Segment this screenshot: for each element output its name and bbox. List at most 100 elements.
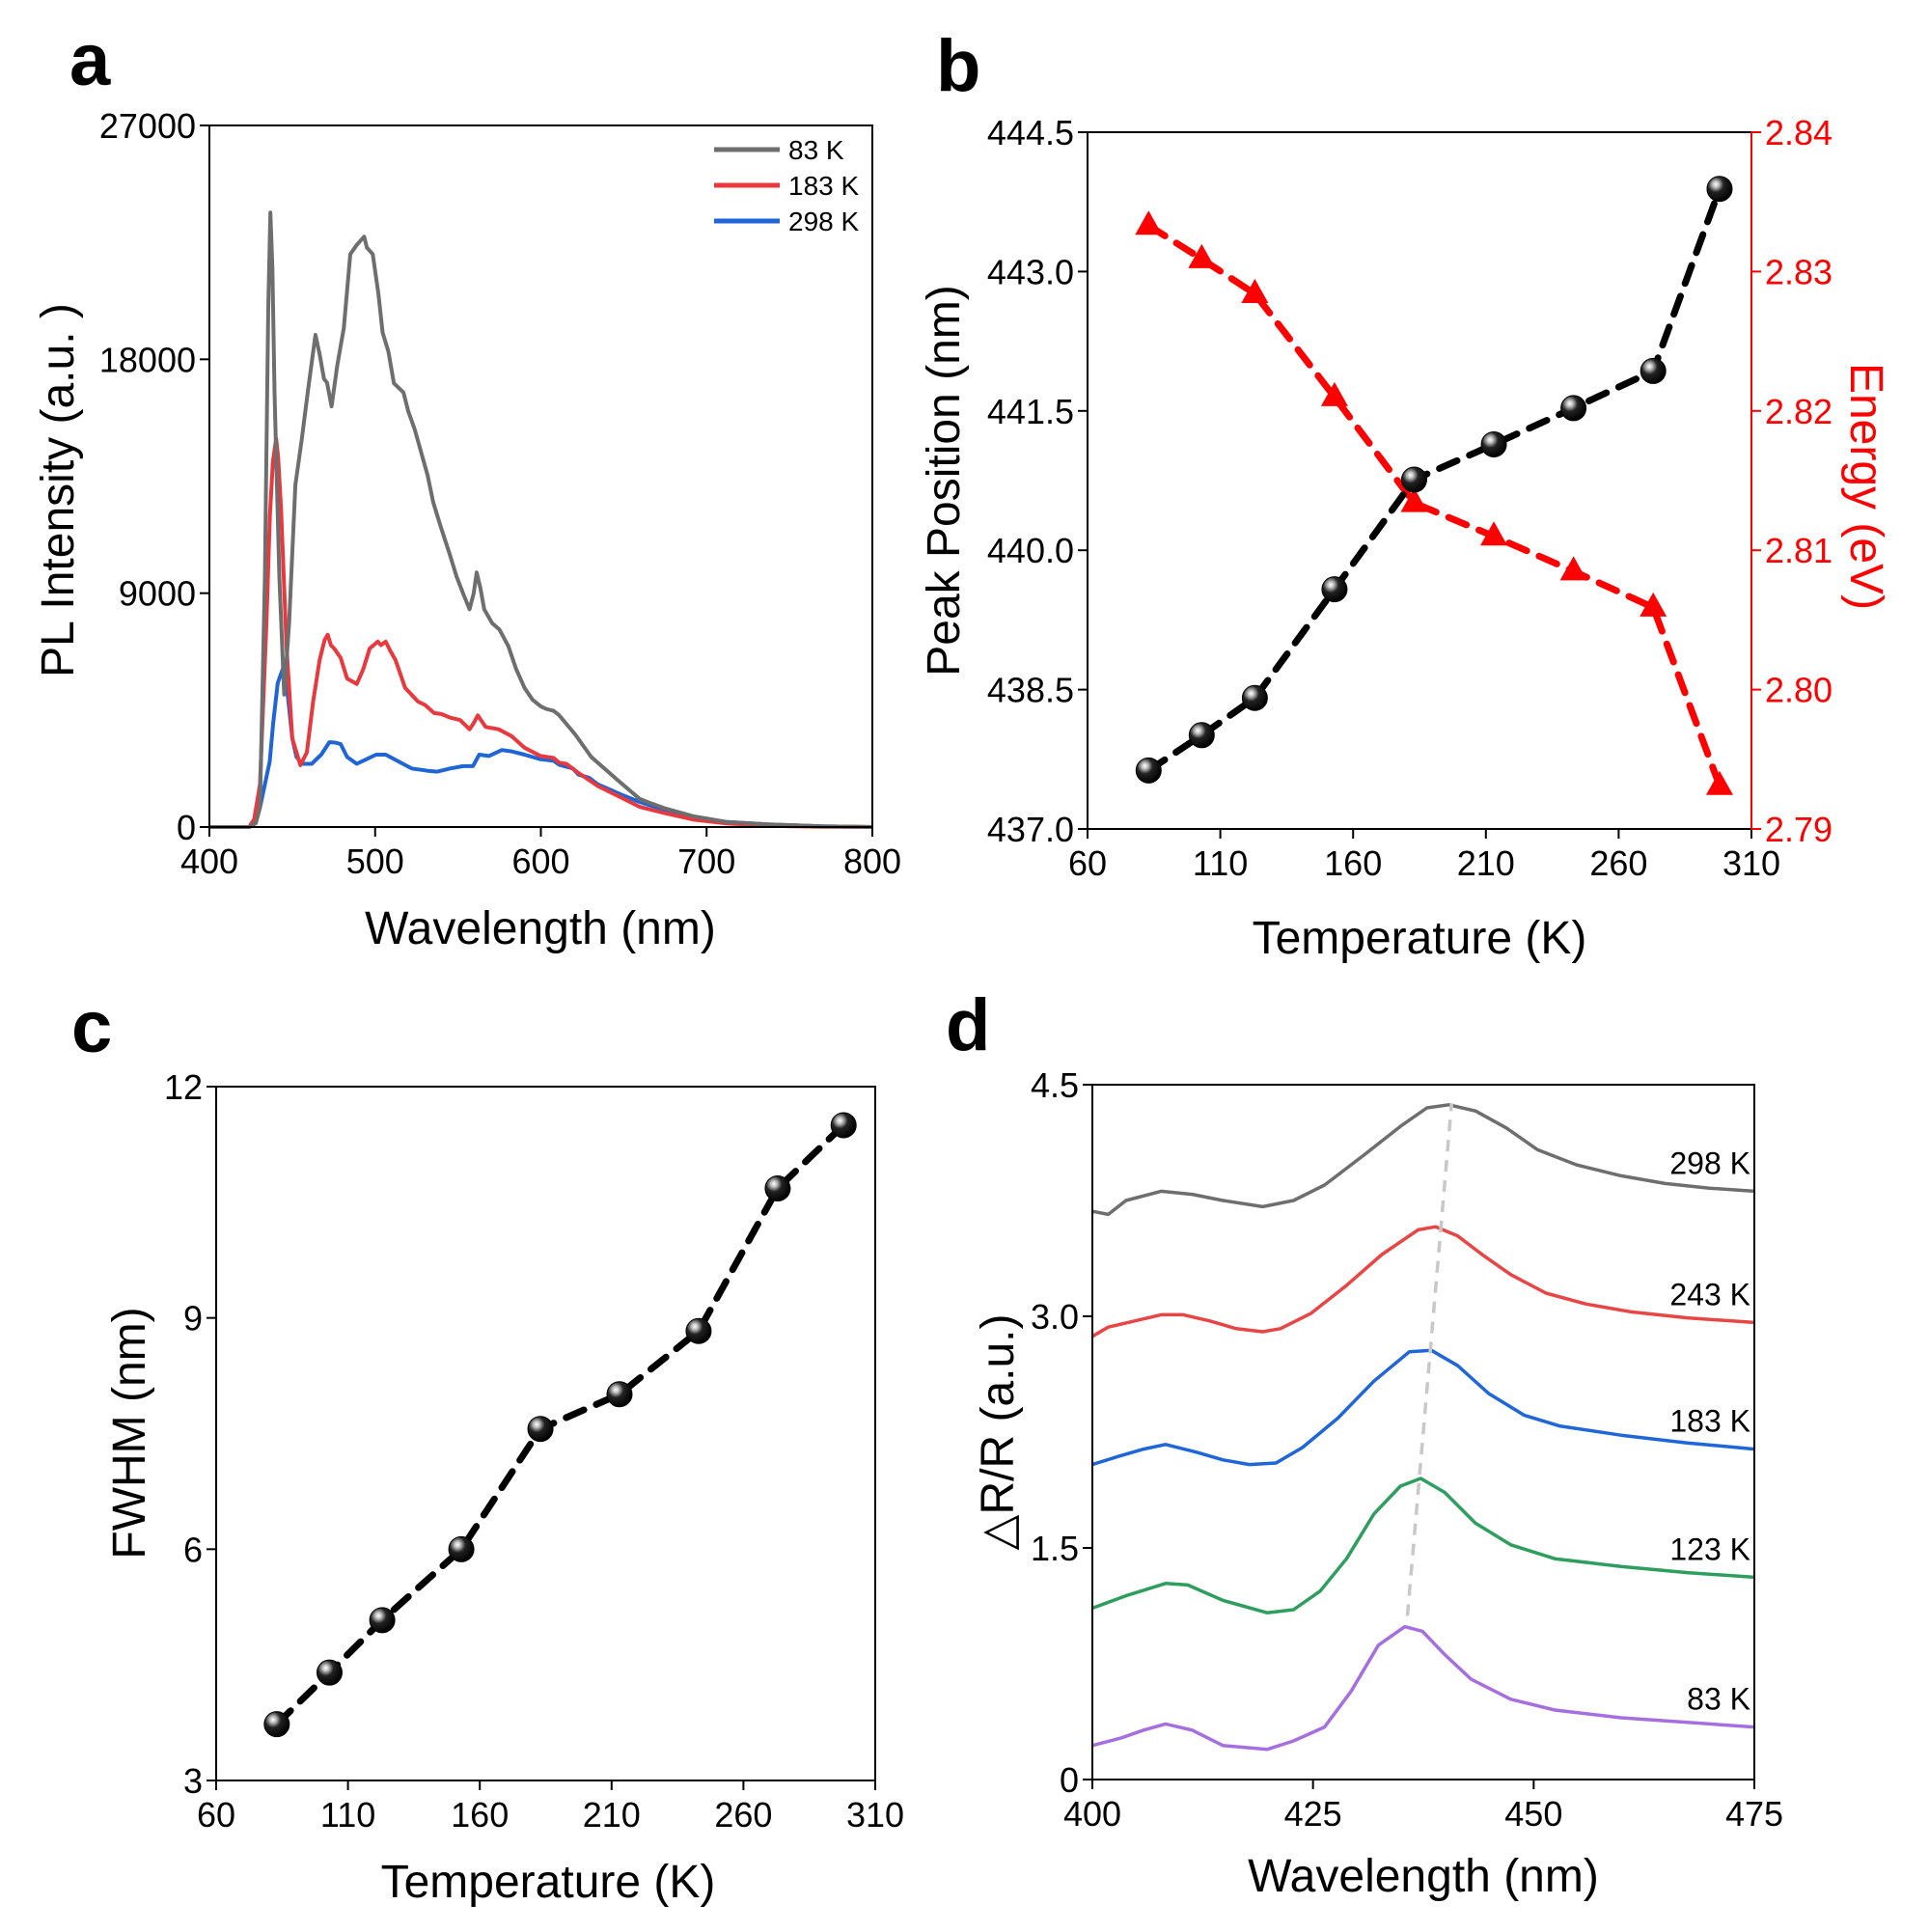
y-tick-label: 9: [183, 1299, 203, 1339]
peak-position-sphere-marker: [1706, 176, 1733, 203]
curve-label-83-k: 83 K: [1687, 1682, 1750, 1717]
y-tick-label: 441.5: [987, 392, 1074, 431]
x-tick-label: 700: [677, 842, 735, 881]
dr-curve-123-k: [1091, 1477, 1755, 1615]
x-tick-label: 160: [1324, 843, 1382, 883]
x-tick-label: 260: [1589, 843, 1647, 883]
x-tick-label: 500: [346, 842, 404, 881]
peak-position-sphere-marker: [1400, 466, 1427, 493]
legend-label-83k: 83 K: [788, 135, 844, 165]
curve-label-183-k: 183 K: [1669, 1404, 1750, 1439]
panel-c-x-axis-title: Temperature (K): [381, 1857, 716, 1908]
panel-c-frame: [215, 1086, 876, 1781]
energy-dashed-line: [1144, 222, 1723, 789]
peak-position-sphere-marker: [1560, 395, 1587, 422]
panel-b-x-axis-title: Temperature (K): [1253, 913, 1587, 964]
x-tick-label: 310: [1722, 843, 1780, 883]
peak-position-sphere-marker: [1480, 430, 1507, 457]
panel-c: c 60 110 160 210 260 310 3 6 9 12 Temperature (K)…: [71, 986, 904, 1908]
x-tick-label: 60: [197, 1795, 235, 1835]
fwhm-sphere-marker: [830, 1112, 857, 1139]
panel-a-ticks: 400 500 600 700 800 0 9000 18000 27000: [99, 106, 901, 881]
peak-position-sphere-marker: [1241, 684, 1268, 711]
curve-label-243-k: 243 K: [1669, 1277, 1750, 1311]
y-tick-label: 27000: [99, 106, 196, 146]
panel-c-ticks: 60 110 160 210 260 310 3 6 9 12: [164, 1067, 904, 1835]
y2-tick-label: 2.84: [1765, 113, 1833, 152]
y2-tick-label: 2.80: [1765, 671, 1833, 710]
x-tick-label: 160: [451, 1795, 509, 1835]
peak-position-sphere-marker: [1321, 576, 1348, 603]
y-tick-label: 440.0: [987, 531, 1074, 570]
x-tick-label: 210: [583, 1795, 641, 1835]
fwhm-dashed-line: [273, 1121, 847, 1728]
y-tick-label: 6: [183, 1530, 203, 1569]
energy-triangle-marker: [1188, 243, 1216, 268]
curve-label-123-k: 123 K: [1669, 1532, 1750, 1566]
dr-curve-243-k: [1091, 1225, 1755, 1339]
energy-triangle-marker: [1705, 770, 1733, 795]
panel-d: d 400 425 450 475 0 1.5 3.0 4.5 298 K 243 K 183 K…: [946, 984, 1783, 1902]
energy-triangle-marker: [1241, 279, 1269, 304]
fwhm-sphere-marker: [606, 1381, 633, 1408]
y-tick-label: 3.0: [1031, 1297, 1079, 1337]
peak-position-sphere-marker: [1640, 357, 1667, 384]
y-tick-label: 1.5: [1031, 1529, 1079, 1568]
panel-c-y-axis-title: FWHM (nm): [104, 1307, 155, 1559]
y-tick-label: 0: [1060, 1760, 1079, 1800]
x-tick-label: 110: [1193, 843, 1248, 883]
dr-curve-83-k: [1091, 1624, 1755, 1752]
panel-d-x-axis-title: Wavelength (nm): [1248, 1851, 1599, 1902]
panel-b-plot: [1135, 176, 1733, 795]
panel-d-curves: [1091, 1103, 1755, 1752]
panel-d-ticks: 400 425 450 475 0 1.5 3.0 4.5: [1031, 1065, 1783, 1834]
x-tick-label: 475: [1725, 1794, 1783, 1834]
pl-curve-183-k: [209, 436, 873, 829]
y-tick-label: 444.5: [987, 113, 1074, 152]
panel-d-y-axis-title: △R/R (a.u.): [973, 1314, 1024, 1551]
x-tick-label: 400: [1063, 1794, 1121, 1834]
panel-a-x-axis-title: Wavelength (nm): [365, 903, 716, 954]
y2-tick-label: 2.81: [1765, 531, 1833, 570]
x-tick-label: 425: [1284, 1794, 1342, 1834]
energy-triangle-marker: [1480, 521, 1508, 546]
panel-b-y-axis-title: Peak Position (nm): [919, 285, 970, 676]
y-tick-label: 12: [164, 1067, 203, 1107]
peak-position-dashed-line: [1144, 185, 1723, 774]
panel-label-a: a: [69, 19, 111, 101]
energy-triangle-marker: [1400, 487, 1428, 512]
curve-label-298-k: 298 K: [1669, 1145, 1750, 1180]
x-tick-label: 310: [846, 1795, 904, 1835]
panel-b-y2-axis-title: Energy (eV): [1840, 363, 1891, 610]
peak-position-sphere-marker: [1135, 757, 1162, 784]
panel-d-frame: [1091, 1084, 1755, 1780]
panel-d-curve-labels: 298 K 243 K 183 K 123 K 83 K: [1669, 1145, 1750, 1716]
panel-label-b: b: [936, 25, 980, 107]
x-tick-label: 60: [1068, 843, 1107, 883]
energy-triangle-marker: [1559, 556, 1587, 581]
y2-tick-label: 2.79: [1765, 810, 1833, 849]
fwhm-sphere-marker: [369, 1607, 396, 1634]
y-tick-label: 9000: [119, 574, 196, 614]
y-tick-label: 18000: [99, 340, 196, 379]
fwhm-sphere-marker: [263, 1711, 290, 1738]
x-tick-label: 600: [511, 842, 569, 881]
dr-curve-183-k: [1091, 1348, 1755, 1467]
energy-triangle-marker: [1135, 210, 1163, 235]
y-tick-label: 3: [183, 1761, 203, 1801]
fwhm-sphere-marker: [527, 1416, 554, 1443]
dr-curve-298-k: [1091, 1103, 1755, 1217]
panel-label-d: d: [946, 984, 990, 1066]
y-tick-label: 438.5: [987, 671, 1074, 710]
x-tick-label: 260: [714, 1795, 772, 1835]
x-tick-label: 800: [843, 842, 901, 881]
panel-b: b 60 110 160 210 260 310 437.0 438.5 440.0 441.5 4…: [919, 25, 1891, 964]
panel-a-curves: [209, 210, 873, 829]
panel-a-legend: 83 K 183 K 298 K: [714, 135, 859, 236]
panel-a-y-axis-title: PL Intensity (a.u. ): [33, 303, 84, 677]
x-tick-label: 210: [1457, 843, 1515, 883]
y2-tick-label: 2.82: [1765, 392, 1833, 431]
legend-label-298k: 298 K: [788, 207, 859, 236]
fwhm-sphere-marker: [685, 1317, 712, 1344]
